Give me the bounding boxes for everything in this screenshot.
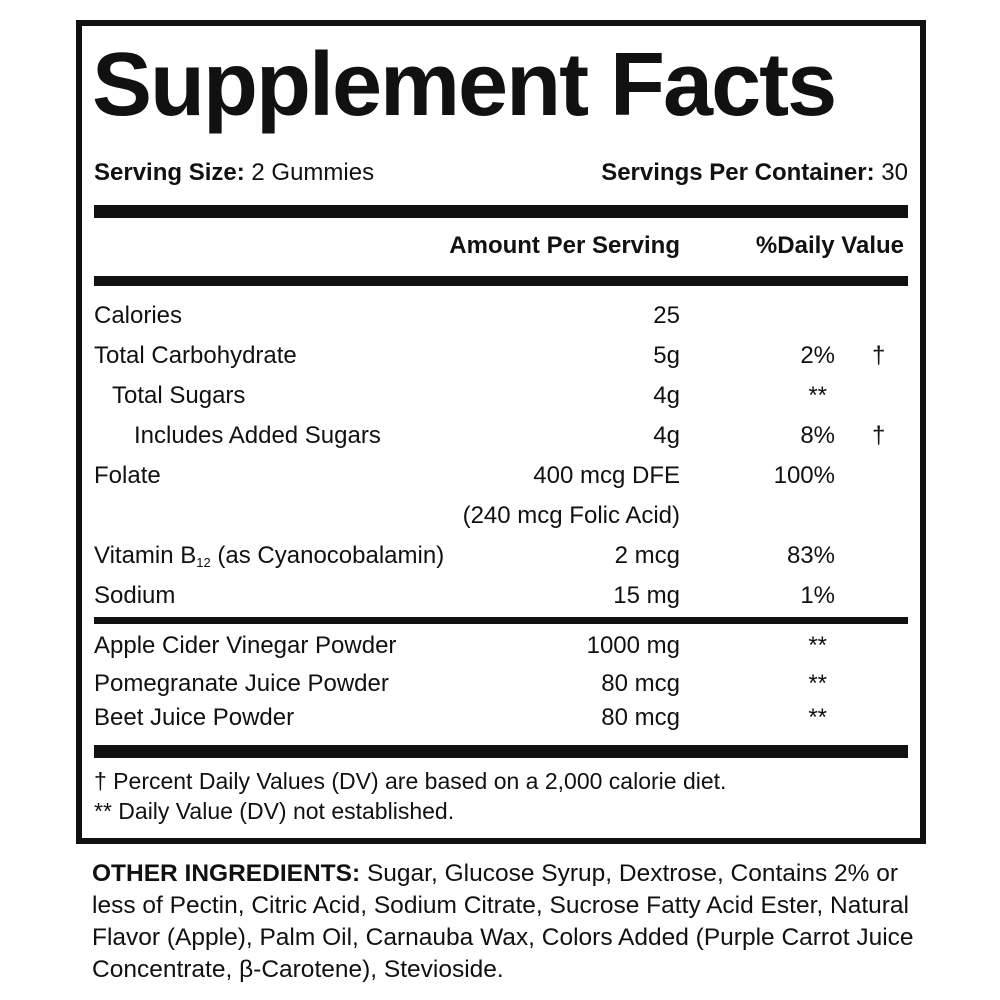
footnote-dagger: † Percent Daily Values (DV) are based on… [94, 768, 727, 794]
nutrient-dv: 100% [773, 462, 835, 489]
nutrient-sub-amount: (240 mcg Folic Acid) [462, 502, 680, 529]
other-ingredients-label: OTHER INGREDIENTS: [92, 860, 361, 887]
nutrient-dv: 1% [800, 582, 835, 609]
serving-size-label: Serving Size: [94, 159, 245, 186]
header-dv: %Daily Value [755, 232, 904, 259]
label-border [76, 20, 926, 844]
ingredient-name: Beet Juice Powder [94, 704, 295, 731]
servings-value: 30 [881, 159, 908, 186]
dagger-mark: † [872, 422, 886, 449]
nutrient-dv: ** [808, 382, 827, 409]
ingredient-dv: ** [808, 704, 827, 731]
thick-divider [94, 205, 908, 218]
nutrient-amount: 15 mg [613, 582, 680, 609]
nutrient-name: Total Sugars [112, 382, 246, 409]
nutrient-name-main: Vitamin B [94, 542, 197, 569]
ingredient-amount: 80 mcg [601, 704, 680, 731]
serving-size-value: 2 Gummies [251, 159, 375, 186]
ingredient-name: Apple Cider Vinegar Powder [94, 632, 397, 659]
other-ingredients: OTHER INGREDIENTS: Sugar, Glucose Syrup,… [92, 858, 922, 986]
other-ingredients-text: Sugar, Glucose Syrup, Dextrose, Contains… [92, 860, 914, 983]
ingredient-name: Pomegranate Juice Powder [94, 670, 389, 697]
nutrient-name: Sodium [94, 582, 176, 609]
medium-divider [94, 617, 908, 624]
nutrient-dv: 2% [800, 342, 835, 369]
thick-divider-bottom [94, 745, 908, 758]
nutrient-subscript: 12 [196, 555, 211, 570]
nutrient-amount: 4g [653, 382, 680, 409]
ingredient-dv: ** [808, 670, 827, 697]
dagger-mark: † [872, 342, 886, 369]
nutrient-name-suffix: (as Cyanocobalamin) [210, 542, 445, 569]
nutrient-dv: 83% [786, 542, 835, 569]
nutrient-amount: 4g [653, 422, 680, 449]
ingredient-amount: 80 mcg [601, 670, 680, 697]
servings-label: Servings Per Container: [601, 159, 875, 186]
nutrient-name: Folate [94, 462, 161, 489]
header-divider [94, 276, 908, 286]
nutrient-amount: 25 [653, 302, 680, 329]
ingredient-dv: ** [808, 632, 827, 659]
nutrient-amount: 400 mcg DFE [533, 462, 680, 489]
nutrient-name: Calories [94, 302, 183, 329]
nutrient-amount: 2 mcg [614, 542, 680, 569]
nutrient-name: Vitamin B12 (as Cyanocobalamin) [94, 541, 444, 578]
servings-per-container: Servings Per Container: 30 [601, 158, 908, 188]
nutrient-amount: 5g [653, 342, 680, 369]
nutrient-name: Includes Added Sugars [134, 422, 381, 449]
ingredient-amount: 1000 mg [586, 632, 680, 659]
footnote-double-asterisk: ** Daily Value (DV) not established. [94, 798, 455, 824]
header-amount: Amount Per Serving [449, 232, 680, 259]
nutrient-dv: 8% [800, 422, 835, 449]
serving-size: Serving Size: 2 Gummies [94, 158, 374, 188]
nutrient-name: Total Carbohydrate [94, 342, 297, 369]
label-title: Supplement Facts [92, 35, 837, 135]
